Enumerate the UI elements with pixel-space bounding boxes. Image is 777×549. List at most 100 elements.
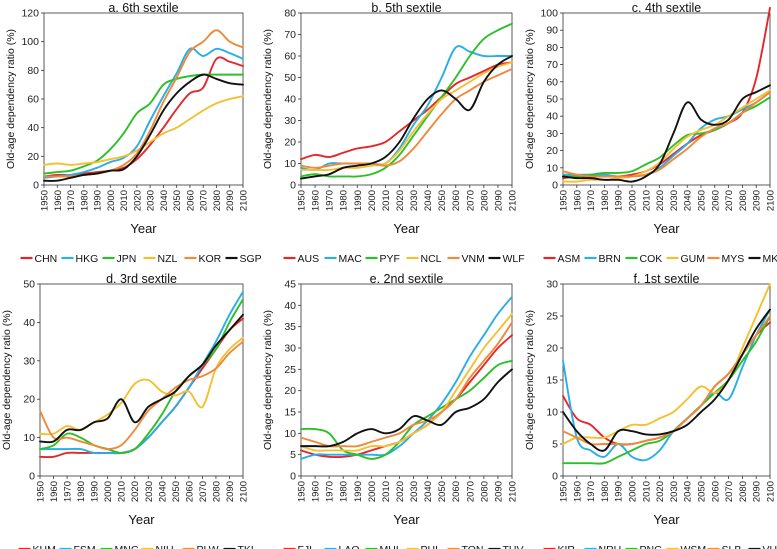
series-line-mhl	[300, 359, 513, 460]
x-tick-label: 2010	[641, 190, 652, 211]
series-line-kir	[562, 321, 771, 446]
y-tick-label: 20	[546, 145, 558, 157]
x-tick-label: 2080	[211, 481, 222, 502]
series-line-vnm	[300, 67, 513, 169]
x-tick-label: 2050	[172, 190, 183, 211]
x-tick-label: 2100	[766, 481, 777, 502]
x-tick-label: 2060	[451, 481, 462, 502]
y-tick-label: 5	[552, 439, 558, 451]
x-axis-label: Year	[653, 221, 680, 236]
y-tick-label: 20	[284, 137, 296, 149]
legend-label-tuv: TUV	[503, 544, 524, 549]
panel-title: e. 2nd sextile	[370, 272, 444, 286]
x-tick-label: 2080	[479, 481, 490, 502]
legend-label-phl: PHL	[421, 544, 442, 549]
x-tick-label: 1970	[325, 190, 336, 211]
series-line-ton	[300, 321, 513, 448]
x-axis-label: Year	[393, 512, 420, 527]
legend-label-vut: VUT	[763, 544, 777, 549]
legend-label-asm: ASM	[558, 253, 581, 265]
legend-label-mhl: MHL	[380, 544, 402, 549]
y-tick-label: 20	[284, 385, 296, 397]
y-tick-label: 30	[23, 355, 35, 367]
legend-label-wlf: WLF	[503, 253, 525, 265]
y-tick-label: 10	[284, 158, 296, 170]
x-tick-label: 1960	[572, 190, 583, 211]
x-tick-label: 2060	[710, 481, 721, 502]
y-tick-label: 5	[290, 449, 296, 461]
y-tick-label: 0	[552, 180, 558, 192]
x-tick-label: 1990	[614, 481, 625, 502]
legend-label-slb: SLB	[722, 544, 742, 549]
legend-label-khm: KHM	[33, 544, 56, 549]
x-tick-label: 2030	[146, 190, 157, 211]
x-tick-label: 2010	[119, 190, 130, 211]
y-tick-label: 10	[546, 407, 558, 419]
legend-label-nru: NRU	[599, 544, 622, 549]
x-tick-label: 2000	[628, 190, 639, 211]
y-tick-label: 100	[540, 8, 558, 20]
y-axis-label: Old-age dependency ratio (%)	[262, 310, 274, 450]
x-tick-label: 2000	[367, 481, 378, 502]
x-tick-label: 2090	[493, 481, 504, 502]
series-line-plw	[39, 340, 244, 451]
x-tick-label: 1980	[339, 190, 350, 211]
y-tick-label: 0	[29, 471, 35, 483]
x-tick-label: 2090	[752, 481, 763, 502]
x-tick-label: 2100	[239, 190, 250, 211]
legend-label-mac: MAC	[339, 253, 363, 265]
x-tick-label: 2070	[724, 190, 735, 211]
x-tick-label: 2090	[752, 190, 763, 211]
x-tick-label: 2030	[144, 481, 155, 502]
y-tick-label: 45	[284, 279, 296, 291]
x-tick-label: 1950	[559, 190, 570, 211]
x-tick-label: 2010	[641, 481, 652, 502]
x-tick-label: 1980	[600, 481, 611, 502]
legend-label-brn: BRN	[599, 253, 621, 265]
x-tick-label: 2070	[724, 481, 735, 502]
x-tick-label: 2080	[212, 190, 223, 211]
x-tick-label: 1970	[66, 190, 77, 211]
y-tick-label: 10	[23, 432, 35, 444]
y-axis-label: Old-age dependency ratio (%)	[524, 29, 536, 169]
y-tick-label: 20	[27, 151, 39, 163]
legend-label-sgp: SGP	[240, 253, 262, 265]
x-tick-label: 2050	[697, 190, 708, 211]
x-tick-label: 2080	[738, 481, 749, 502]
x-tick-label: 2000	[103, 481, 114, 502]
x-tick-label: 1990	[353, 190, 364, 211]
plot-frame	[300, 283, 513, 477]
x-tick-label: 2020	[395, 190, 406, 211]
panel-title: d. 3rd sextile	[106, 272, 177, 286]
legend-label-hkg: HKG	[76, 253, 99, 265]
x-tick-label: 1950	[297, 190, 308, 211]
x-tick-label: 2040	[683, 481, 694, 502]
y-tick-label: 80	[27, 65, 39, 77]
panel-title: f. 1st sextile	[634, 272, 700, 286]
x-axis-label: Year	[130, 221, 157, 236]
x-tick-label: 2050	[437, 190, 448, 211]
legend-label-plw: PLW	[197, 544, 219, 549]
x-axis-label: Year	[393, 221, 420, 236]
x-tick-label: 2040	[423, 190, 434, 211]
x-tick-label: 2020	[130, 481, 141, 502]
x-tick-label: 2000	[628, 481, 639, 502]
y-tick-label: 120	[21, 8, 39, 20]
plot-frame	[300, 12, 513, 186]
x-tick-label: 1980	[79, 190, 90, 211]
x-tick-label: 2090	[225, 481, 236, 502]
panel-title: a. 6th sextile	[108, 1, 178, 15]
y-tick-label: 40	[23, 317, 35, 329]
x-tick-label: 1950	[297, 481, 308, 502]
x-tick-label: 1980	[339, 481, 350, 502]
y-tick-label: 60	[284, 51, 296, 63]
x-tick-label: 2100	[508, 190, 519, 211]
x-tick-label: 1960	[311, 481, 322, 502]
y-tick-label: 0	[552, 471, 558, 483]
series-line-mac	[300, 45, 513, 172]
x-tick-label: 1960	[311, 190, 322, 211]
x-tick-label: 2000	[106, 190, 117, 211]
